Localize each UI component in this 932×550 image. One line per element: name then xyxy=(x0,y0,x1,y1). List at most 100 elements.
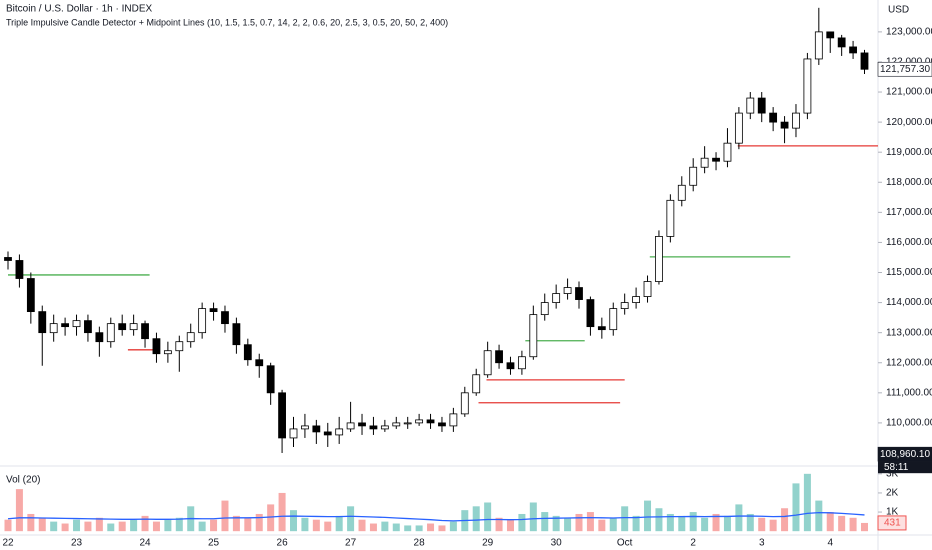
candle-body xyxy=(529,314,538,358)
volume-bar xyxy=(701,517,709,532)
candle-body xyxy=(129,323,138,331)
volume-bar xyxy=(678,515,686,532)
candle-body xyxy=(734,112,743,144)
volume-bar xyxy=(746,513,754,532)
candle-body xyxy=(175,341,184,352)
countdown: 58:11 xyxy=(884,462,909,473)
volume-bar xyxy=(541,512,549,532)
y-tick-label: 118,000.00 xyxy=(886,177,932,188)
candle-body xyxy=(518,356,526,370)
volume-bar xyxy=(861,522,868,532)
volume-ma-line xyxy=(7,511,865,522)
volume-bar xyxy=(838,515,846,532)
volume-bar xyxy=(758,517,766,532)
volume-bar xyxy=(175,517,183,532)
candle-body xyxy=(666,199,675,237)
volume-bar xyxy=(609,517,617,532)
volume-bar xyxy=(518,513,526,532)
candle-body xyxy=(438,422,446,427)
y-tick-label: 123,000.00 xyxy=(886,27,932,38)
x-tick-label: 23 xyxy=(71,538,83,549)
candle-body xyxy=(15,260,24,279)
price-label: 108,960.10 xyxy=(880,449,930,460)
candle-body xyxy=(415,419,424,424)
candle-body xyxy=(335,428,344,436)
volume-bar xyxy=(198,521,206,532)
volume-bar xyxy=(141,515,149,532)
volume-bar xyxy=(598,519,606,532)
volume-bar xyxy=(438,525,446,532)
volume-tick-label: 3K xyxy=(886,468,899,479)
candle-body xyxy=(186,332,195,343)
candle-body xyxy=(232,323,241,346)
candle-body xyxy=(495,350,503,364)
candle-body xyxy=(278,392,286,439)
volume-bar xyxy=(552,515,560,532)
volume-bar xyxy=(61,523,69,532)
x-tick-label: Oct xyxy=(617,538,633,549)
volume-bar xyxy=(4,519,12,532)
candle-body xyxy=(632,296,640,303)
candle-body xyxy=(712,157,720,162)
candle-body xyxy=(563,287,572,294)
chart-subtitle: Triple Impulsive Candle Detector + Midpo… xyxy=(6,17,448,27)
candle-body xyxy=(506,362,515,370)
volume-bar xyxy=(564,517,572,532)
candle-body xyxy=(449,413,458,427)
volume-bar xyxy=(130,519,138,532)
x-tick-label: 28 xyxy=(414,538,426,549)
volume-bar xyxy=(290,510,297,532)
candle-body xyxy=(61,323,69,328)
candle-body xyxy=(689,166,698,186)
volume-bar xyxy=(312,519,320,532)
x-tick-label: 29 xyxy=(482,538,494,549)
volume-bar xyxy=(826,512,834,532)
volume-bar xyxy=(712,513,720,532)
candle-body xyxy=(700,157,709,168)
candle-body xyxy=(426,419,435,424)
candle-body xyxy=(483,350,492,376)
candle-body xyxy=(792,112,800,129)
candle-body xyxy=(460,392,469,415)
y-tick-label: 112,000.00 xyxy=(886,357,932,368)
candle-body xyxy=(472,374,481,394)
volume-bar xyxy=(495,517,503,532)
volume-bar xyxy=(152,521,160,532)
volume-bar xyxy=(792,483,800,532)
volume-bar xyxy=(38,517,46,532)
candle-body xyxy=(163,350,172,355)
volume-bar xyxy=(849,517,857,532)
candle-body xyxy=(826,31,835,39)
volume-tick-label: 1K xyxy=(886,507,899,518)
candle-body xyxy=(266,365,275,394)
y-tick-label: 111,000.00 xyxy=(886,387,932,398)
candle-body xyxy=(323,431,332,436)
y-tick-label: 119,000.00 xyxy=(886,147,932,158)
volume-bar xyxy=(50,521,58,532)
volume-bar xyxy=(655,508,663,532)
candle-body xyxy=(860,52,869,70)
volume-bar xyxy=(621,506,629,532)
candle-body xyxy=(392,422,401,427)
volume-bar xyxy=(381,521,389,532)
volume-bar xyxy=(210,519,218,532)
candle-body xyxy=(289,428,298,439)
candle-body xyxy=(198,308,207,334)
candle-body xyxy=(609,308,618,331)
volume-bar xyxy=(301,517,309,532)
candle-body xyxy=(620,302,629,310)
volume-bar xyxy=(769,519,777,532)
y-tick-label: 115,000.00 xyxy=(886,267,932,278)
volume-bar xyxy=(415,525,423,532)
volume-bar xyxy=(586,512,594,532)
candle-body xyxy=(540,302,549,316)
price-label-box xyxy=(877,61,932,77)
candle-body xyxy=(301,425,309,430)
candle-body xyxy=(849,46,857,54)
volume-bar xyxy=(484,502,492,532)
x-tick-label: 25 xyxy=(208,538,220,549)
candle-body xyxy=(803,58,812,114)
candle-body xyxy=(312,425,321,433)
candle-body xyxy=(403,422,412,425)
